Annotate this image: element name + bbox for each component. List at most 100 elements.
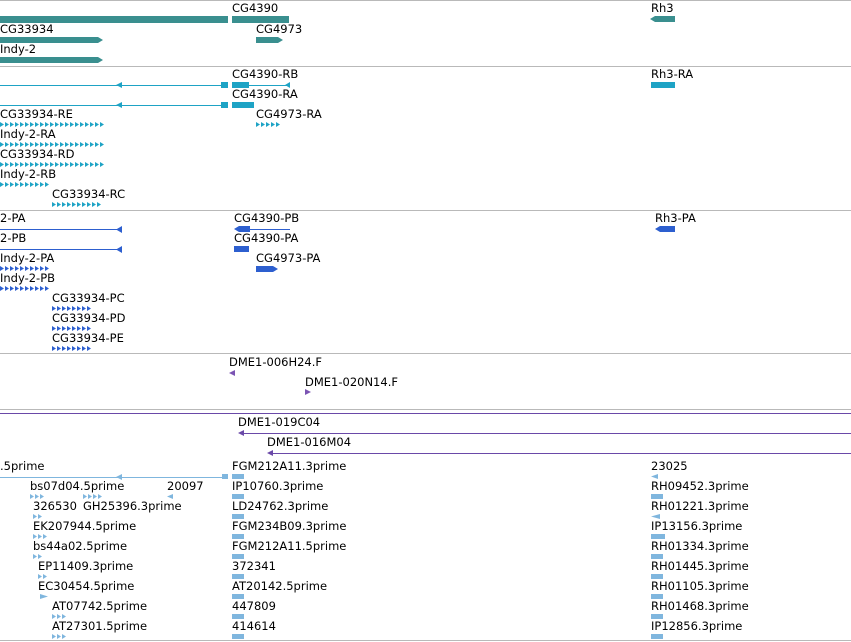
feature-label: CG33934-PC (52, 291, 125, 305)
feature-label: AT20142.5prime (232, 579, 328, 593)
feature-label: DME1-019C04 (238, 415, 321, 429)
feature-glyph (52, 634, 66, 639)
feature-label: CG4390-RA (232, 87, 298, 101)
feature-label: CG4390-RB (232, 67, 299, 81)
feature-label: FGM234B09.3prime (232, 519, 347, 533)
feature-glyph (0, 16, 228, 23)
feature-glyph (651, 494, 663, 499)
feature-label: 414614 (232, 619, 276, 633)
track-separator-clone-ends (0, 353, 851, 354)
feature-glyph (238, 430, 244, 436)
feature-label: bs44a02.5prime (33, 539, 128, 553)
feature-glyph (52, 306, 91, 311)
feature-label: 447809 (232, 599, 276, 613)
feature-glyph (651, 614, 663, 619)
feature-label: DME1-020N14.F (305, 375, 398, 389)
feature-label: RH01468.3prime (651, 599, 749, 613)
feature-label: IP10760.3prime (232, 479, 324, 493)
feature-label: CG33934-RE (0, 107, 73, 121)
feature-label: EC30454.5prime (38, 579, 135, 593)
feature-glyph (40, 594, 48, 599)
feature-label: DME1-006H24.F (229, 355, 323, 369)
feature-glyph (285, 82, 290, 88)
feature-label: Rh3-PA (655, 211, 696, 225)
feature-glyph (33, 534, 47, 539)
feature-label: GH25396.3prime (83, 499, 182, 513)
feature-glyph (222, 474, 228, 479)
feature-glyph (232, 102, 254, 108)
feature-glyph (651, 474, 658, 479)
feature-glyph (650, 16, 675, 22)
feature-glyph (0, 286, 49, 291)
feature-glyph (232, 574, 244, 579)
protein-track: 2-PA CG4390-PB Rh3-PA 2-PB CG4390-PA Indy-2-P… (0, 211, 696, 351)
feature-glyph (232, 594, 244, 599)
feature-label: CG33934-RD (0, 147, 75, 161)
feature-line (0, 477, 228, 478)
feature-label: Indy-2-RA (0, 127, 56, 141)
feature-glyph (221, 102, 228, 108)
feature-glyph (651, 634, 663, 639)
feature-glyph (232, 554, 244, 559)
feature-label: AT07742.5prime (52, 599, 148, 613)
feature-glyph (167, 494, 173, 499)
feature-glyph (651, 82, 675, 88)
feature-glyph (232, 634, 244, 639)
feature-glyph (256, 37, 283, 43)
feature-label: 372341 (232, 559, 276, 573)
feature-glyph (651, 594, 663, 599)
feature-glyph (0, 182, 49, 187)
feature-glyph (0, 142, 104, 147)
feature-label: CG33934-PE (52, 331, 124, 345)
feature-label: CG33934-RC (52, 187, 126, 201)
feature-glyph (0, 162, 104, 167)
feature-label: IP13156.3prime (651, 519, 743, 533)
feature-line (249, 85, 289, 86)
feature-label: 20097 (167, 479, 204, 493)
feature-glyph (83, 494, 102, 499)
feature-glyph (651, 554, 663, 559)
feature-glyph (256, 122, 280, 127)
feature-label: EP11409.3prime (38, 559, 134, 573)
feature-glyph (33, 554, 42, 559)
feature-glyph (0, 122, 104, 127)
feature-glyph (116, 82, 122, 88)
feature-glyph (30, 494, 44, 499)
feature-glyph (232, 514, 244, 519)
feature-label: Rh3 (651, 1, 674, 15)
transcript-track: CG4390-RB Rh3-RA CG4390-RA CG33934-RE CG4973… (0, 0, 851, 210)
feature-glyph (232, 474, 244, 479)
feature-glyph (221, 82, 228, 88)
gene-track: CG4390 Rh3 CG33934 CG4973 Indy-2 (0, 0, 851, 66)
feature-glyph (305, 389, 311, 395)
feature-glyph (116, 246, 122, 253)
feature-label: Indy-2-RB (0, 167, 57, 181)
feature-glyph (232, 534, 244, 539)
feature-label: CG4390 (232, 1, 279, 15)
feature-glyph (52, 614, 66, 619)
feature-label: CG4390-PA (234, 231, 299, 245)
feature-glyph (116, 226, 122, 233)
feature-label: LD24762.3prime (232, 499, 329, 513)
clone-end-track: DME1-006H24.F DME1-020N14.F (229, 355, 398, 395)
feature-label: RH09452.3prime (651, 479, 749, 493)
feature-label: .5prime (0, 459, 45, 473)
feature-label: EK207944.5prime (33, 519, 137, 533)
feature-line (0, 249, 122, 250)
feature-line (0, 229, 122, 230)
track-separator-transcripts (0, 66, 851, 67)
feature-label: CG33934 (0, 22, 54, 36)
feature-glyph (52, 326, 91, 331)
feature-label: 2-PA (0, 211, 26, 225)
feature-label: FGM212A11.3prime (232, 459, 347, 473)
feature-label: 23025 (651, 459, 688, 473)
feature-label: Indy-2-PA (0, 251, 55, 265)
feature-label: 326530 (33, 499, 77, 513)
feature-glyph (234, 246, 249, 252)
feature-label: RH01334.3prime (651, 539, 749, 553)
feature-line (244, 433, 851, 434)
feature-glyph (651, 534, 665, 539)
feature-label: Rh3-RA (651, 67, 694, 81)
feature-glyph (651, 514, 660, 519)
